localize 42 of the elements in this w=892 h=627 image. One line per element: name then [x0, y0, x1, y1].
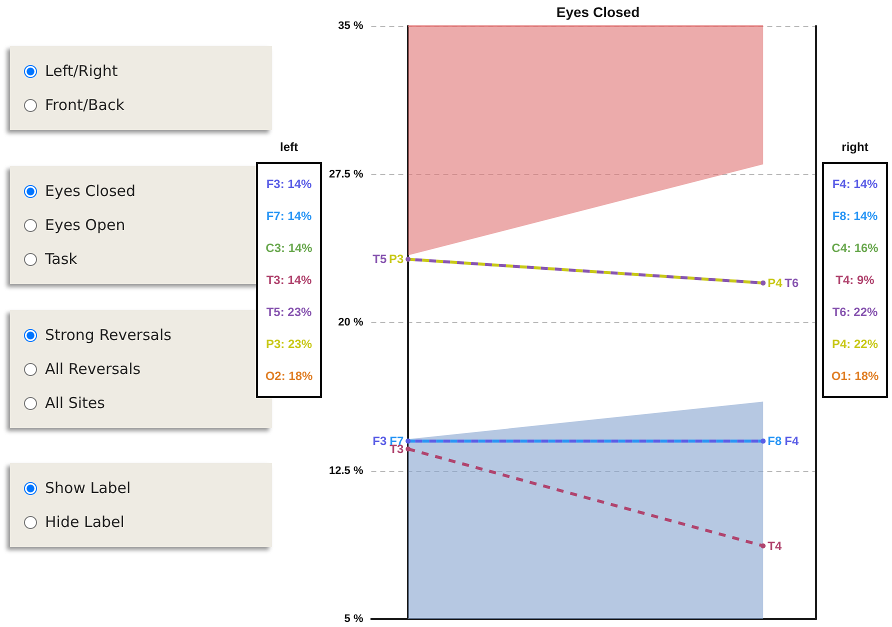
text: Eyes Open [45, 216, 126, 234]
data-label: T6 [784, 276, 799, 290]
text: F8: 14% [831, 208, 879, 225]
text: right [840, 140, 870, 156]
text: T5: 23% [265, 304, 313, 321]
point [760, 543, 766, 548]
y-tick-label: 35 % [338, 20, 364, 32]
y-tick-label: 20 % [338, 316, 364, 328]
data-label: F8 [768, 434, 782, 448]
text: Eyes Closed [45, 182, 136, 200]
data-label: P4 [768, 276, 783, 290]
text: Left/Right [45, 62, 118, 80]
text: T3: 14% [265, 272, 313, 289]
point [406, 446, 411, 452]
text: F7: 14% [265, 208, 313, 225]
text: All Sites [45, 394, 105, 412]
text: C4: 16% [830, 240, 880, 257]
chart-title: Eyes Closed [556, 4, 640, 20]
data-label: T5 [372, 252, 387, 266]
data-label: F3 [372, 434, 387, 448]
text: Hide Label [45, 513, 124, 531]
data-label: P3 [388, 252, 404, 266]
text: T4: 9% [834, 272, 876, 289]
text: left [279, 140, 299, 156]
y-tick-label: 5 % [344, 613, 364, 625]
text: Task [45, 250, 78, 268]
text: P4: 22% [830, 336, 880, 353]
text: F3: 14% [265, 176, 313, 193]
data-label: F4 [784, 434, 799, 448]
text: C3: 14% [264, 240, 314, 257]
text: Show Label [45, 479, 131, 497]
text: O1: 18% [830, 368, 880, 385]
text: Strong Reversals [45, 326, 172, 344]
text: T6: 22% [831, 304, 879, 321]
y-tick-label: 12.5 % [328, 464, 364, 477]
text: F4: 14% [831, 176, 879, 193]
text: All Reversals [45, 360, 141, 378]
data-label: T4 [768, 538, 782, 553]
text: O2: 18% [264, 368, 314, 385]
text: Front/Back [45, 96, 124, 114]
y-tick-label: 27.5 % [328, 168, 364, 180]
text: P3: 23% [264, 336, 314, 353]
